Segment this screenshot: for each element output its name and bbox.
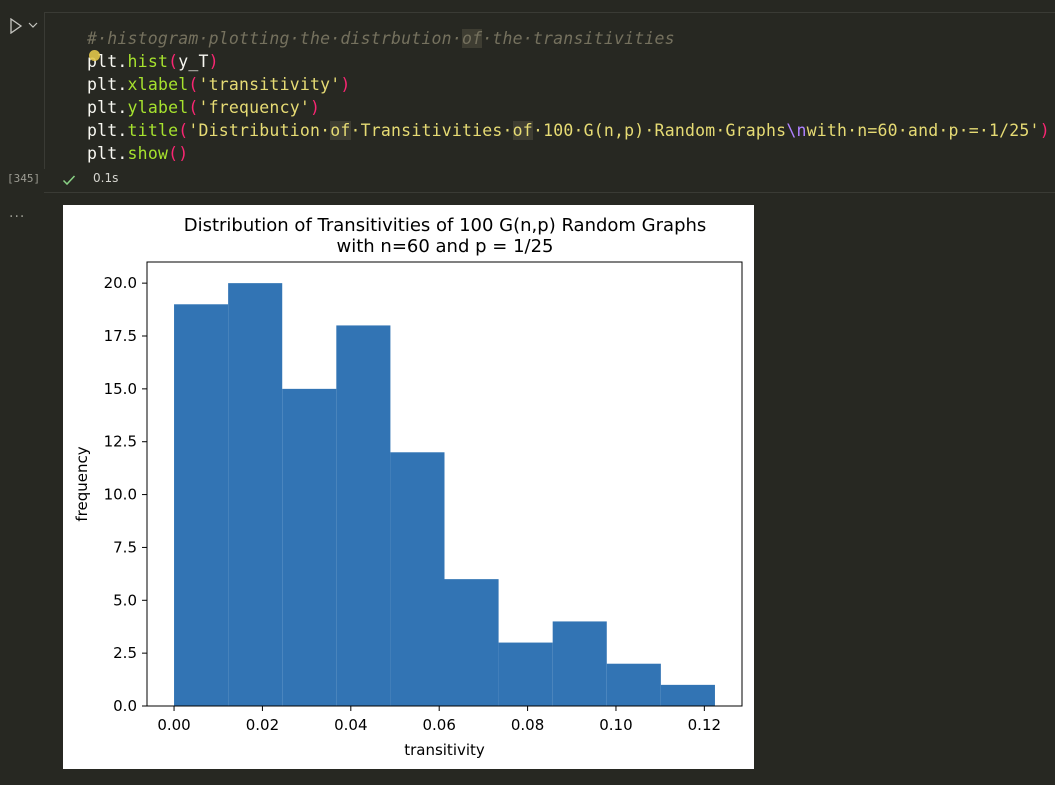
x-tick-label: 0.10 (599, 716, 632, 734)
code-line[interactable]: plt.title('Distribution·of·Transitivitie… (87, 119, 1050, 142)
y-tick-label: 12.5 (104, 433, 137, 451)
code-token: plt (87, 121, 118, 140)
y-tick-label: 2.5 (113, 644, 137, 662)
code-token: of (330, 121, 351, 140)
x-tick-label: 0.06 (422, 716, 455, 734)
code-token: 'transitivity' (198, 75, 341, 94)
chart-title: Distribution of Transitivities of 100 G(… (184, 215, 707, 236)
code-line[interactable]: plt.show() (87, 142, 1050, 165)
code-token: of (512, 121, 533, 140)
code-token: title (127, 121, 179, 140)
code-token: hist (127, 52, 169, 71)
y-tick-label: 17.5 (104, 327, 137, 345)
code-token: y_T (178, 52, 209, 71)
histogram-bar (552, 621, 607, 706)
x-tick-label: 0.12 (688, 716, 721, 734)
x-tick-label: 0.00 (157, 716, 190, 734)
code-block[interactable]: #·histogram·plotting·the·distrbution·of·… (87, 27, 1050, 165)
code-token: . (117, 52, 128, 71)
code-line[interactable]: plt.ylabel('frequency') (87, 96, 1050, 119)
code-token: with·n=60·and·p·=·1/25' (806, 121, 1040, 140)
y-tick-label: 10.0 (104, 486, 137, 504)
y-tick-label: 20.0 (104, 274, 137, 292)
code-token: . (117, 75, 128, 94)
code-token: . (117, 121, 128, 140)
code-line[interactable]: #·histogram·plotting·the·distrbution·of·… (87, 27, 1050, 50)
code-token: () (168, 144, 189, 163)
x-axis-label: transitivity (404, 741, 485, 759)
histogram-bar (606, 663, 661, 706)
code-token: ) (208, 52, 219, 71)
y-axis-label: frequency (73, 446, 91, 521)
code-token: ( (168, 52, 179, 71)
code-token: ·Transitivities· (350, 121, 513, 140)
code-token: show (127, 144, 169, 163)
code-token: ylabel (127, 98, 189, 117)
code-token: 'frequency' (198, 98, 310, 117)
cell-divider (44, 192, 1055, 193)
x-tick-label: 0.08 (511, 716, 544, 734)
histogram-chart: 0.00 0.02 0.04 0.06 0.08 0.10 0.12 0.0 2.5 5.0 7.5… (73, 215, 743, 759)
y-tick-label: 0.0 (113, 697, 137, 715)
code-token: ) (309, 98, 321, 117)
code-token: ) (1039, 121, 1050, 140)
histogram-bar (282, 388, 337, 706)
chevron-down-icon (28, 22, 38, 28)
code-token: plt (87, 144, 118, 163)
check-icon (62, 172, 76, 186)
histogram-bar (228, 283, 283, 706)
output-plot: 0.00 0.02 0.04 0.06 0.08 0.10 0.12 0.0 2.5 5.0 7.5… (63, 205, 754, 769)
code-token: plt (87, 75, 118, 94)
run-options-dropdown[interactable] (27, 18, 39, 32)
code-line[interactable]: plt.xlabel('transitivity') (87, 73, 1050, 96)
plot-frame (146, 261, 743, 707)
code-token: #·histogram·plotting·the·distrbution· (87, 29, 462, 48)
code-token: ) (340, 75, 351, 94)
code-token: 'Distribution· (188, 121, 331, 140)
run-cell-button[interactable] (6, 16, 26, 36)
x-tick-label: 0.04 (334, 716, 367, 734)
lightbulb-icon[interactable] (89, 50, 100, 61)
execution-time: 0.1s (93, 171, 119, 185)
output-more-actions[interactable]: ... (9, 205, 26, 221)
code-token: ·the·transitivities (482, 29, 675, 48)
histogram-bar (444, 579, 499, 706)
code-token: . (117, 98, 128, 117)
code-token: \n (786, 121, 807, 140)
chart-title: with n=60 and p = 1/25 (337, 236, 554, 257)
execution-count: [345] (7, 172, 41, 185)
histogram-bar (390, 452, 445, 706)
code-token: xlabel (127, 75, 189, 94)
x-tick-label: 0.02 (246, 716, 279, 734)
code-token: ( (178, 121, 189, 140)
code-token: of (461, 29, 483, 48)
y-tick-label: 5.0 (113, 591, 137, 609)
code-cell-editor[interactable]: #·histogram·plotting·the·distrbution·of·… (44, 12, 1055, 169)
histogram-bar (498, 642, 553, 706)
code-token: ( (188, 98, 199, 117)
histogram-bar (174, 304, 229, 706)
play-icon (10, 18, 23, 34)
y-tick-label: 7.5 (113, 538, 137, 556)
code-token: . (117, 144, 128, 163)
histogram-bar (660, 684, 715, 706)
code-token: plt (87, 98, 118, 117)
histogram-bar (336, 325, 391, 706)
code-token: ·100·G(n,p)·Random·Graphs (532, 121, 787, 140)
code-token: ( (188, 75, 199, 94)
y-tick-label: 15.0 (104, 380, 137, 398)
code-line[interactable]: plt.hist(y_T) (87, 50, 1050, 73)
